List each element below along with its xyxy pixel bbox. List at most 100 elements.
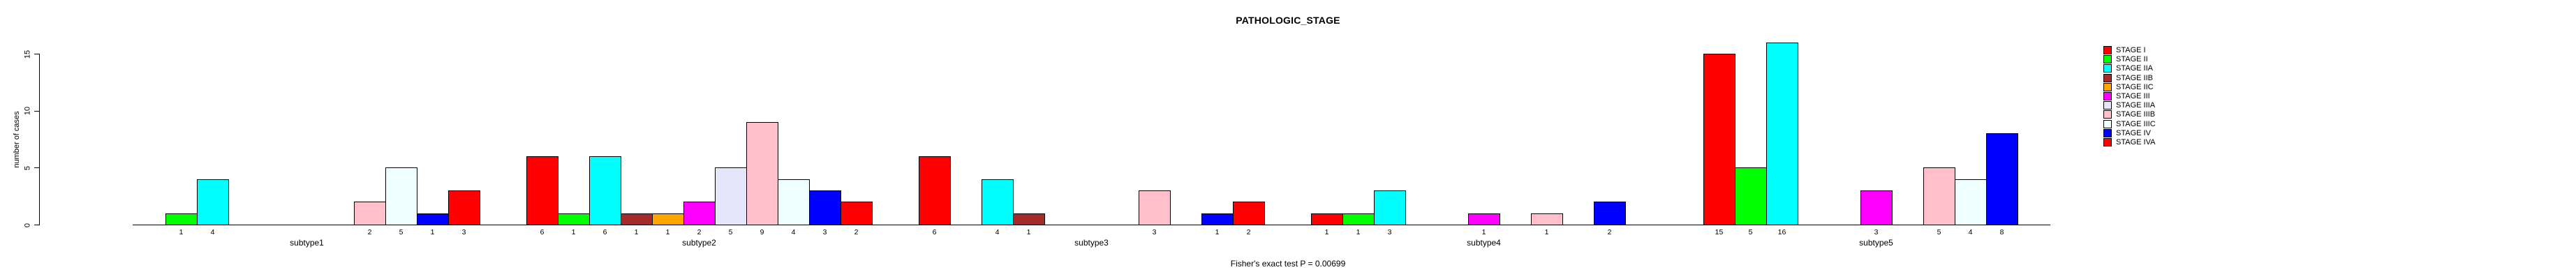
bar: [1986, 133, 2018, 225]
bar: [809, 190, 841, 225]
bar: [1013, 213, 1045, 225]
bar: [1342, 213, 1375, 225]
chart-title: PATHOLOGIC_STAGE: [1236, 15, 1340, 26]
legend-row: STAGE IIB: [2103, 73, 2180, 82]
bar-count-label: 1: [1215, 228, 1220, 236]
y-tick-label: 15: [23, 50, 32, 59]
legend-label: STAGE IIB: [2116, 73, 2153, 82]
legend-label: STAGE I: [2116, 46, 2146, 54]
group-label: subtype2: [682, 238, 716, 248]
bar-count-label: 5: [1748, 228, 1753, 236]
legend-row: STAGE II: [2103, 55, 2180, 64]
bar-count-label: 15: [1715, 228, 1724, 236]
legend-row: STAGE IIIC: [2103, 119, 2180, 128]
bar-count-label: 2: [1607, 228, 1612, 236]
bar: [558, 213, 590, 225]
bar: [417, 213, 449, 225]
bar-count-label: 9: [760, 228, 764, 236]
bar: [1860, 190, 1893, 225]
legend-row: STAGE IIA: [2103, 64, 2180, 73]
legend-label: STAGE III: [2116, 92, 2150, 100]
bar: [1923, 167, 1955, 225]
bar: [1468, 213, 1500, 225]
bar: [589, 156, 621, 225]
bar-count-label: 4: [1968, 228, 1973, 236]
bar-count-label: 8: [1999, 228, 2004, 236]
group-label: subtype5: [1859, 238, 1893, 248]
bar: [715, 167, 747, 225]
bar-count-label: 2: [367, 228, 372, 236]
bar: [1311, 213, 1343, 225]
bar-count-label: 2: [1246, 228, 1251, 236]
bar-count-label: 16: [1777, 228, 1786, 236]
bar: [526, 156, 558, 225]
legend-row: STAGE III: [2103, 92, 2180, 100]
bar: [982, 179, 1014, 225]
bar: [1703, 54, 1735, 225]
legend-label: STAGE IIIB: [2116, 110, 2156, 119]
bar-count-label: 3: [1152, 228, 1157, 236]
bar-count-label: 3: [822, 228, 827, 236]
bar-count-label: 1: [1481, 228, 1486, 236]
bar: [1766, 43, 1798, 225]
legend-swatch: [2103, 119, 2112, 128]
bar-count-label: 1: [1026, 228, 1031, 236]
bar-count-label: 2: [697, 228, 702, 236]
bar-count-label: 3: [1387, 228, 1392, 236]
footer-annotation: Fisher's exact test P = 0.00699: [1230, 259, 1346, 269]
bar-count-label: 4: [995, 228, 1000, 236]
bar: [1735, 167, 1767, 225]
legend-swatch: [2103, 101, 2112, 110]
y-tick-label: 5: [23, 165, 32, 170]
y-tick-label: 0: [23, 223, 32, 227]
bar-count-label: 1: [571, 228, 576, 236]
legend-row: STAGE IIC: [2103, 82, 2180, 91]
legend-label: STAGE IIIA: [2116, 101, 2156, 110]
bar-count-label: 1: [430, 228, 435, 236]
bar-count-label: 5: [1937, 228, 1941, 236]
bar: [1139, 190, 1171, 225]
legend-swatch: [2103, 82, 2112, 91]
legend-swatch: [2103, 64, 2112, 73]
bar-count-label: 5: [399, 228, 404, 236]
y-tick-label: 10: [23, 107, 32, 116]
bar: [746, 122, 778, 225]
legend-swatch: [2103, 55, 2112, 64]
bar-count-label: 6: [932, 228, 937, 236]
bar: [683, 202, 716, 225]
bar-count-label: 5: [728, 228, 733, 236]
legend-row: STAGE IIIA: [2103, 101, 2180, 110]
group-label: subtype4: [1467, 238, 1501, 248]
bar-count-label: 4: [210, 228, 215, 236]
bar-count-label: 1: [1324, 228, 1329, 236]
legend-swatch: [2103, 138, 2112, 146]
legend-label: STAGE II: [2116, 55, 2148, 64]
bar: [197, 179, 229, 225]
bar: [919, 156, 951, 225]
bar-count-label: 3: [461, 228, 466, 236]
bar: [354, 202, 386, 225]
bar: [652, 213, 684, 225]
bar-count-label: 1: [1544, 228, 1549, 236]
bar: [1201, 213, 1234, 225]
legend-label: STAGE IIA: [2116, 64, 2153, 73]
bar-count-label: 1: [179, 228, 184, 236]
bar: [165, 213, 198, 225]
group-label: subtype3: [1074, 238, 1109, 248]
bar-count-label: 6: [540, 228, 545, 236]
legend-swatch: [2103, 128, 2112, 137]
bar-count-label: 1: [1356, 228, 1361, 236]
legend-label: STAGE IV: [2116, 128, 2151, 137]
bar: [841, 202, 873, 225]
bar: [1233, 202, 1265, 225]
bar: [1955, 179, 1987, 225]
bar: [621, 213, 653, 225]
legend-row: STAGE IVA: [2103, 138, 2180, 146]
legend-swatch: [2103, 46, 2112, 54]
bar: [448, 190, 480, 225]
legend-row: STAGE IV: [2103, 128, 2180, 137]
legend-row: STAGE IIIB: [2103, 110, 2180, 119]
bar-count-label: 6: [602, 228, 607, 236]
